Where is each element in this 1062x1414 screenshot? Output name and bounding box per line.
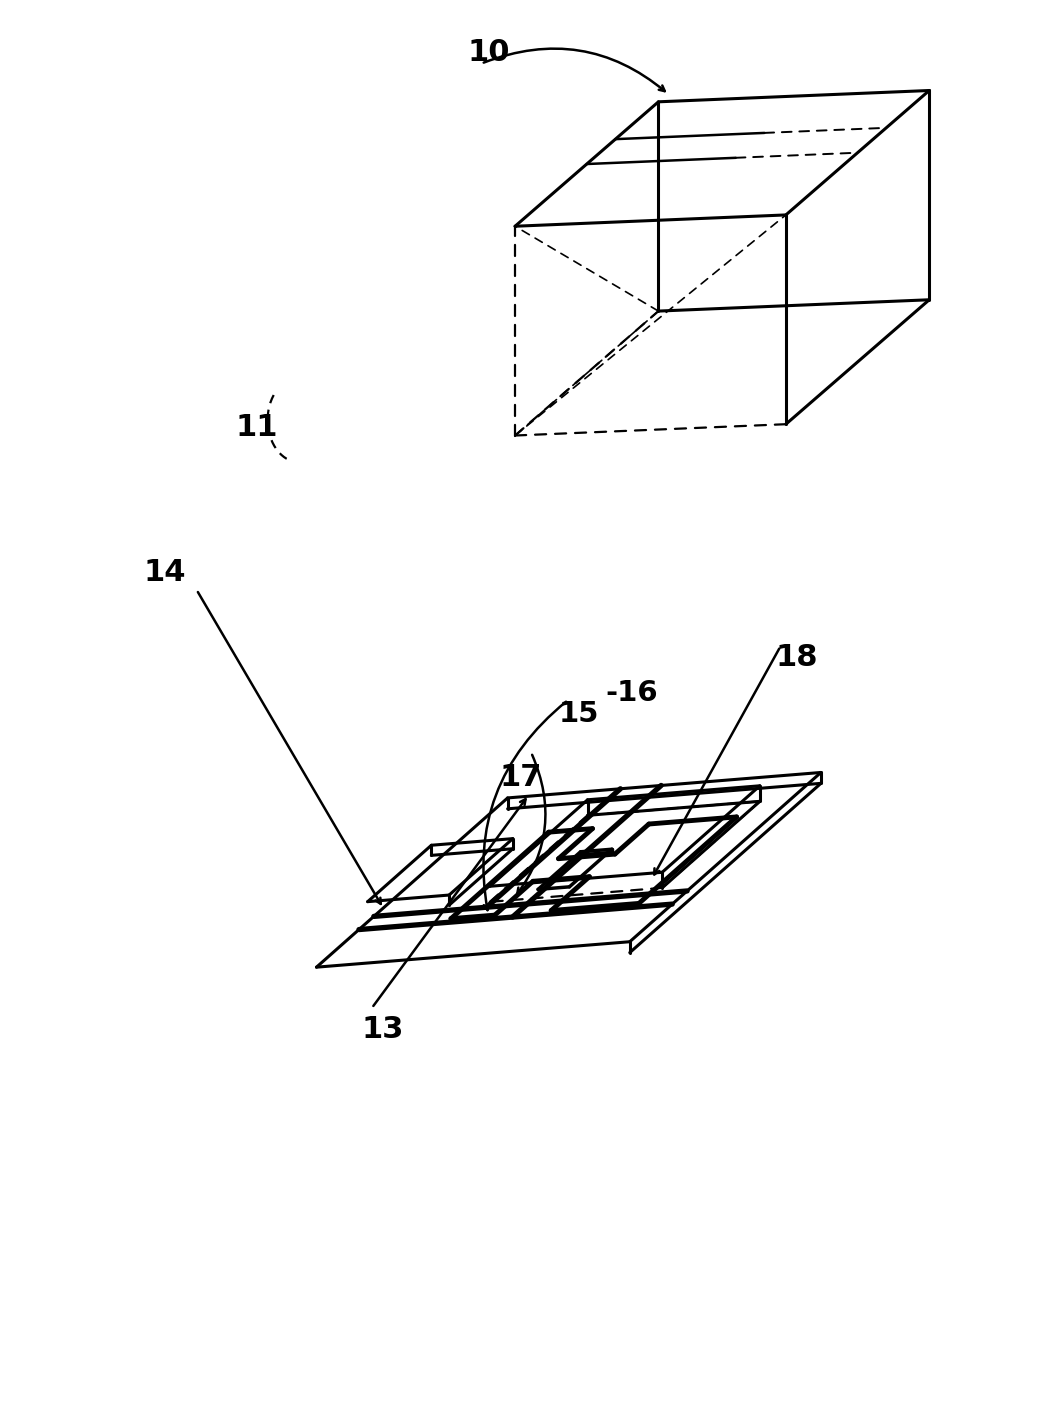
Text: 11: 11 [236, 413, 278, 441]
Text: -16: -16 [605, 679, 658, 707]
Text: 15: 15 [559, 700, 599, 728]
Text: 10: 10 [467, 38, 510, 66]
Text: 18: 18 [775, 643, 818, 672]
Text: 17: 17 [499, 764, 542, 792]
Text: 14: 14 [143, 559, 186, 587]
Text: 13: 13 [361, 1015, 404, 1044]
